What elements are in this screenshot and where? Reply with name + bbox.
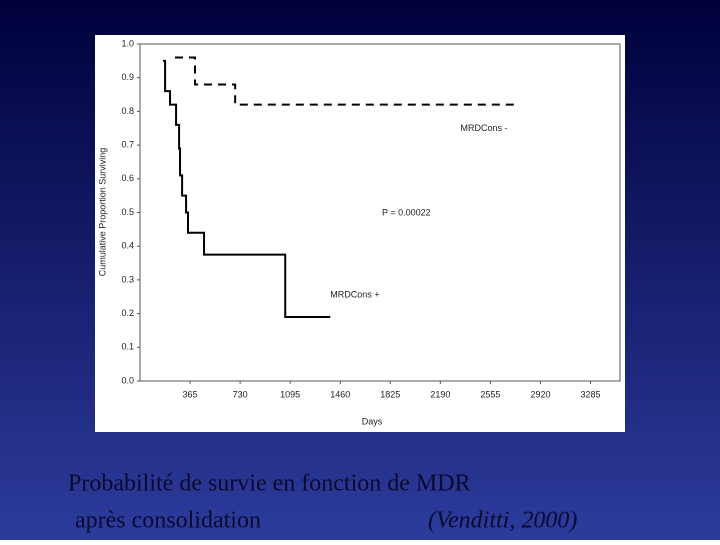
x-tick-label: 1825 <box>380 389 400 399</box>
series-label: MRDCons + <box>330 289 379 299</box>
survival-curve <box>163 59 331 318</box>
x-tick-label: 1460 <box>330 389 350 399</box>
chart-panel <box>95 35 625 432</box>
survival-curve <box>174 56 519 106</box>
x-tick-label: 730 <box>233 389 248 399</box>
x-tick-label: 2920 <box>530 389 550 399</box>
caption-line: après consolidation <box>75 508 261 534</box>
x-tick-label: 365 <box>183 389 198 399</box>
y-tick-label: 0.9 <box>121 72 134 82</box>
p-value: P = 0.00022 <box>382 207 431 217</box>
y-tick-label: 0.7 <box>121 139 134 149</box>
y-tick-label: 0.8 <box>121 106 134 116</box>
series-label: MRDCons - <box>461 123 508 133</box>
x-tick-label: 3285 <box>580 389 600 399</box>
y-tick-label: 0.2 <box>121 308 134 318</box>
y-axis-label: Cumulative Proportion Surviving <box>97 148 107 277</box>
caption-line: (Venditti, 2000) <box>428 508 577 534</box>
y-tick-label: 0.0 <box>121 375 134 385</box>
x-tick-label: 2190 <box>430 389 450 399</box>
caption-line: Probabilité de survie en fonction de MDR <box>68 471 471 497</box>
y-tick-label: 0.1 <box>121 342 134 352</box>
y-tick-label: 0.6 <box>121 173 134 183</box>
y-tick-label: 0.4 <box>121 241 134 251</box>
x-tick-label: 1095 <box>280 389 300 399</box>
y-tick-label: 0.5 <box>121 207 134 217</box>
y-tick-label: 0.3 <box>121 274 134 284</box>
x-tick-label: 2555 <box>480 389 500 399</box>
y-tick-label: 1.0 <box>121 38 134 48</box>
x-axis-label: Days <box>362 416 383 426</box>
